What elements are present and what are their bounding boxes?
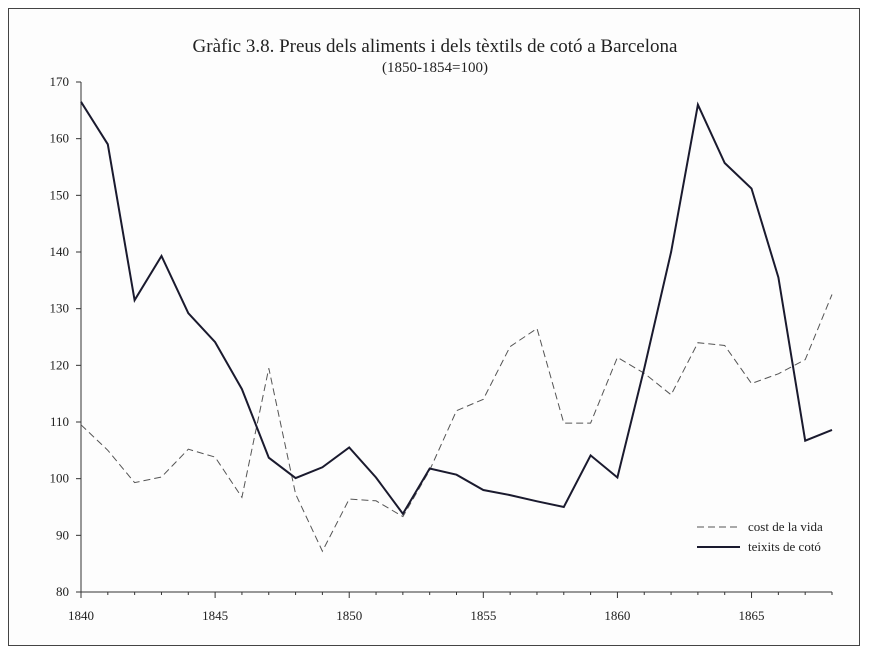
- legend: cost de la vida teixits de cotó: [697, 519, 823, 554]
- y-tick-label: 100: [50, 471, 70, 486]
- x-tick-label: 1860: [604, 608, 630, 623]
- y-tick-label: 90: [56, 527, 69, 542]
- x-tick-label: 1845: [202, 608, 228, 623]
- chart-subtitle: (1850-1854=100): [382, 60, 488, 76]
- series-layer: [80, 101, 833, 553]
- y-tick-label: 140: [50, 244, 70, 259]
- x-tick-label: 1840: [68, 608, 94, 623]
- x-tick-label: 1855: [470, 608, 496, 623]
- legend-label: teixits de cotó: [748, 539, 821, 554]
- y-tick-label: 150: [50, 187, 70, 202]
- y-tick-label: 130: [50, 301, 70, 316]
- legend-label: cost de la vida: [748, 519, 823, 534]
- y-tick-label: 80: [56, 584, 69, 599]
- axes: 80 90 100 110 120 130 140 150 160 170 1840 1845 1850…: [50, 74, 833, 623]
- series-line-cost-de-la-vida: [80, 294, 833, 553]
- y-tick-label: 120: [50, 357, 70, 372]
- chart-frame: [8, 8, 860, 646]
- y-tick-label: 160: [50, 131, 70, 146]
- chart-title: Gràfic 3.8. Preus dels aliments i dels t…: [193, 36, 678, 57]
- x-tick-label: 1850: [336, 608, 362, 623]
- y-tick-label: 110: [50, 414, 69, 429]
- series-line-teixits-de-coto: [80, 101, 833, 516]
- x-tick-label: 1865: [739, 608, 765, 623]
- y-tick-label: 170: [50, 74, 70, 89]
